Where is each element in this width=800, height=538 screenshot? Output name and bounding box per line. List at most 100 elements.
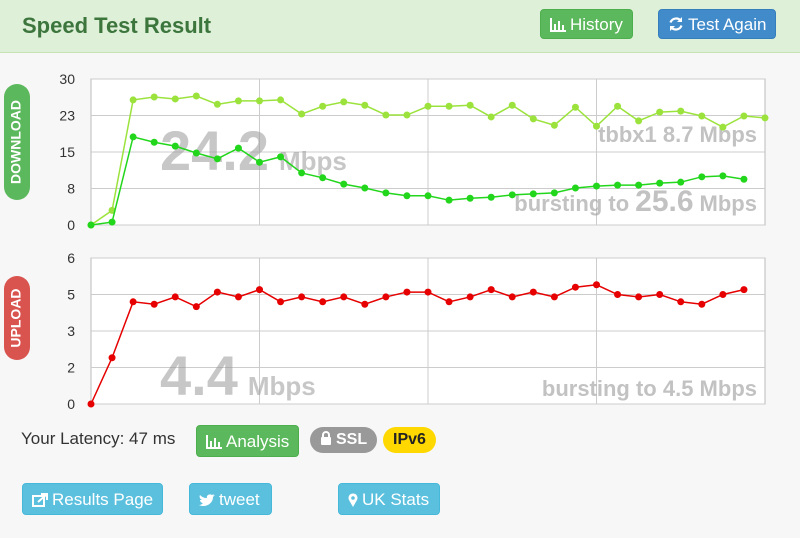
data-point <box>171 142 179 150</box>
data-point <box>108 218 116 226</box>
series-line <box>90 283 745 405</box>
data-point <box>677 178 685 186</box>
uk-stats-button[interactable]: UK Stats <box>338 483 440 515</box>
button-label: Test Again <box>688 15 767 34</box>
data-point <box>529 190 537 198</box>
bird-icon <box>199 494 215 507</box>
data-point <box>277 298 285 306</box>
data-point <box>719 291 727 298</box>
data-point <box>614 102 622 110</box>
data-point <box>445 196 453 204</box>
button-label: UK Stats <box>362 490 430 509</box>
data-point <box>466 101 474 109</box>
data-point <box>171 293 179 301</box>
y-tick-label: 23 <box>59 108 75 124</box>
data-point <box>719 123 727 131</box>
data-point <box>129 298 137 306</box>
axis-pill <box>4 276 30 360</box>
button-label: tweet <box>219 490 260 509</box>
test-again-button[interactable]: Test Again <box>658 9 777 39</box>
data-point <box>487 113 495 121</box>
data-point <box>761 114 769 122</box>
history-button[interactable]: History <box>540 9 633 39</box>
axis-pill-label: DOWNLOAD <box>8 100 24 184</box>
data-point <box>277 153 285 161</box>
data-point <box>466 194 474 202</box>
data-point <box>277 96 285 104</box>
axis-pill <box>4 84 30 200</box>
results-page-button[interactable]: Results Page <box>22 483 164 515</box>
data-point <box>571 184 579 192</box>
data-point <box>550 293 558 301</box>
data-point <box>508 101 516 109</box>
data-point <box>656 291 664 298</box>
y-tick-label: 30 <box>59 71 75 87</box>
data-point <box>614 291 622 298</box>
data-point <box>529 288 537 296</box>
data-point <box>150 93 158 101</box>
data-point <box>298 169 306 177</box>
data-point <box>740 175 748 183</box>
series-line <box>90 136 745 226</box>
data-point <box>340 180 348 188</box>
data-point <box>445 102 453 110</box>
chart-icon <box>206 435 222 449</box>
data-point <box>382 111 390 119</box>
ssl-badge: SSL <box>310 427 378 453</box>
lock-icon <box>321 431 331 445</box>
data-point <box>108 354 116 362</box>
data-point <box>593 182 600 190</box>
data-point <box>319 298 327 306</box>
speed-unit: Mbps <box>248 371 316 401</box>
data-point <box>256 286 263 294</box>
data-point <box>340 293 348 301</box>
data-point <box>677 298 685 306</box>
data-point <box>677 107 685 115</box>
badge-label: SSL <box>336 431 368 448</box>
data-point <box>319 102 327 110</box>
data-point <box>571 283 579 291</box>
data-point <box>87 400 95 408</box>
data-point <box>550 121 558 129</box>
data-point <box>361 300 369 308</box>
share-icon <box>32 493 48 507</box>
burst-part: Mbps <box>700 191 757 216</box>
axis-pill-label: UPLOAD <box>8 288 24 347</box>
data-point <box>698 300 706 308</box>
data-point <box>508 293 516 301</box>
data-point <box>192 303 200 311</box>
data-point <box>340 98 348 106</box>
burst-part: 25.6 <box>635 185 693 218</box>
y-tick-label: 2 <box>67 360 75 376</box>
y-tick-label: 15 <box>59 144 75 160</box>
badge-label: IPv6 <box>393 431 426 448</box>
data-point <box>635 181 643 189</box>
tweet-button[interactable]: tweet <box>189 483 272 515</box>
data-point <box>487 286 495 294</box>
data-point <box>403 288 411 296</box>
data-point <box>719 172 727 180</box>
data-point <box>593 122 600 130</box>
y-tick-label: 0 <box>67 217 75 233</box>
speed-value: 24.2 <box>160 119 269 182</box>
data-point <box>129 133 137 141</box>
analysis-button[interactable]: Analysis <box>196 425 300 457</box>
data-point <box>445 298 453 306</box>
button-label: Analysis <box>226 432 290 451</box>
y-tick-label: 5 <box>67 287 75 303</box>
button-label: History <box>570 15 623 34</box>
data-point <box>234 144 242 152</box>
data-point <box>213 288 221 296</box>
burst-part: bursting to 4.5 Mbps <box>542 376 757 401</box>
data-point <box>382 293 390 301</box>
button-label: Results Page <box>52 490 154 509</box>
y-tick-label: 0 <box>67 396 75 412</box>
data-point <box>361 184 369 192</box>
data-point <box>403 192 411 200</box>
speed-overlay: 24.2 Mbps <box>160 119 347 182</box>
speed-unit: Mbps <box>279 146 347 176</box>
burst-note: bursting to 4.5 Mbps <box>542 376 757 401</box>
data-point <box>256 97 263 105</box>
